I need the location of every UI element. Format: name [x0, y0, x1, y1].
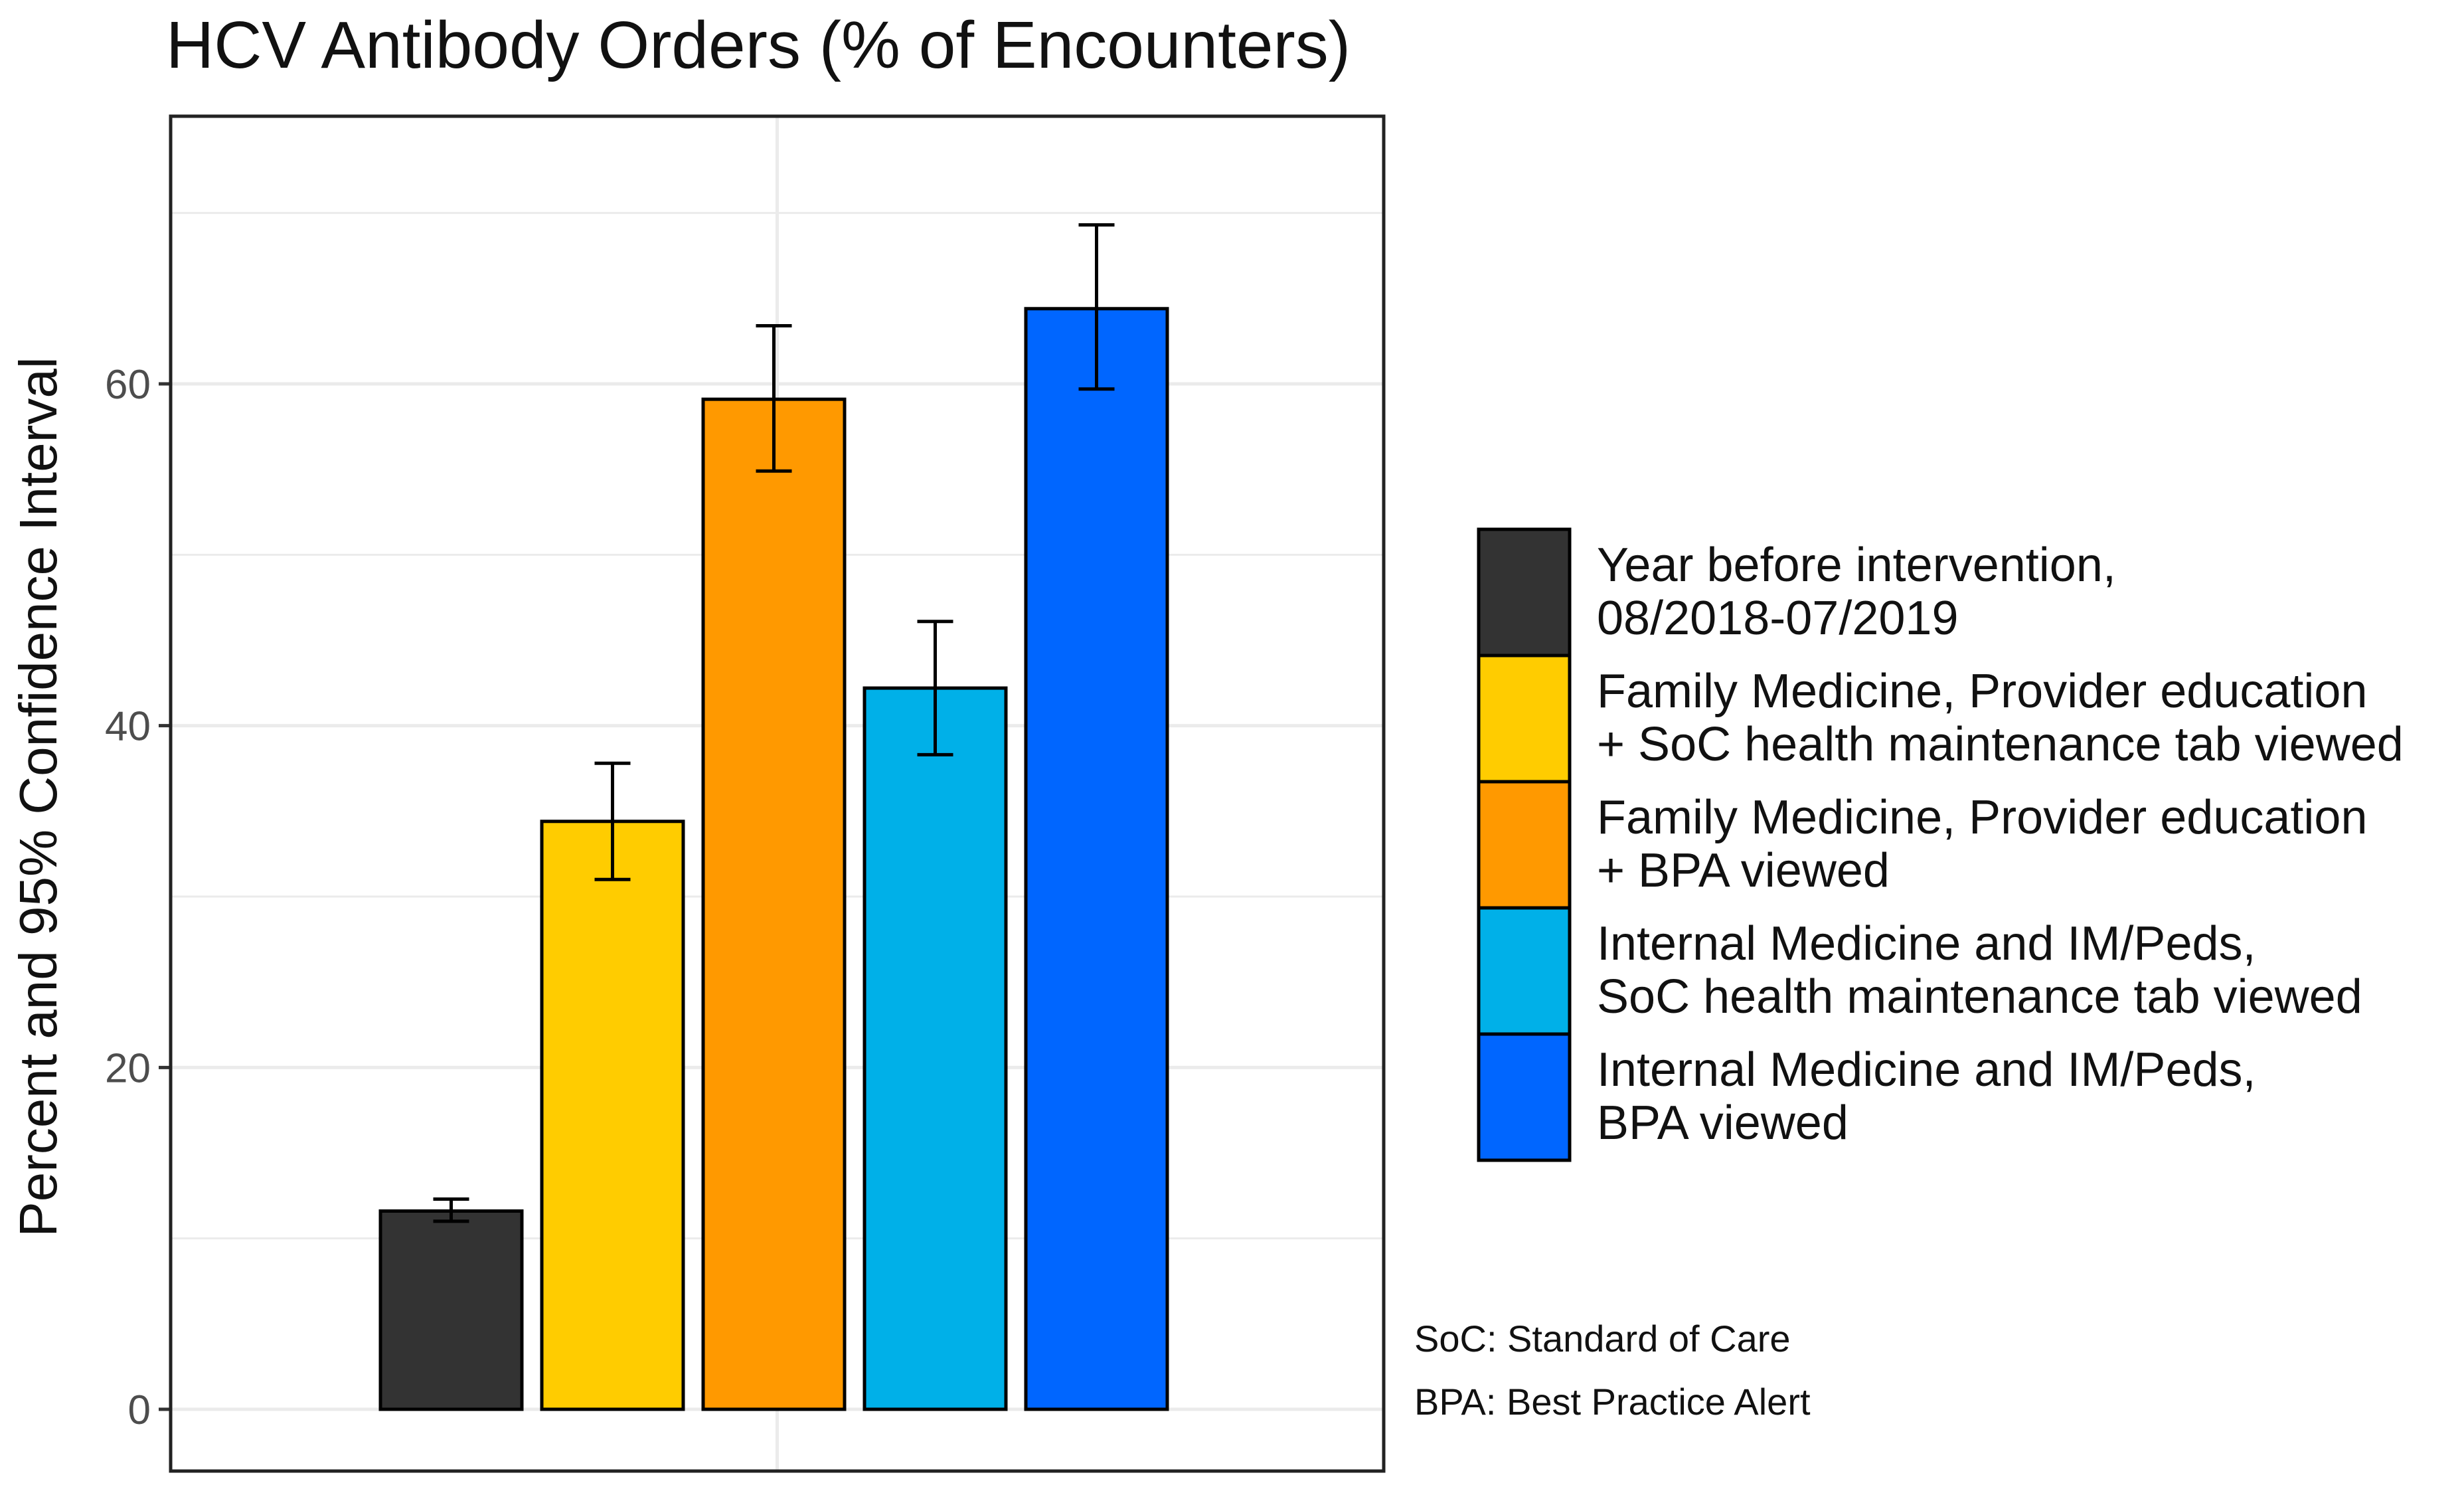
error-bar-1: [433, 1197, 469, 1223]
error-bar-4: [917, 620, 953, 756]
error-bar-5: [1078, 223, 1115, 391]
legend-label-2: Family Medicine, Provider education: [1597, 665, 2368, 718]
legend-label-3: + BPA viewed: [1597, 844, 1890, 897]
legend-key-2: [1477, 654, 1572, 784]
legend-label-1: 08/2018-07/2019: [1597, 592, 1959, 645]
y-axis-label: Percent and 95% Confidence Interval: [9, 357, 68, 1237]
annotations: SoC: Standard of Care BPA: Best Practice…: [1414, 1318, 1811, 1423]
legend: Year before intervention, 08/2018-07/201…: [1477, 527, 2404, 1162]
legend-label-2: + SoC health maintenance tab viewed: [1597, 718, 2404, 771]
bar-1: [378, 1209, 524, 1411]
y-tick-label: 0: [128, 1387, 151, 1433]
legend-label-4: SoC health maintenance tab viewed: [1597, 970, 2362, 1023]
legend-label-5: BPA viewed: [1597, 1096, 1848, 1150]
y-axis-ticks: 0 20 40 60: [105, 362, 171, 1433]
y-tick-label: 60: [105, 362, 151, 408]
bar-4: [862, 686, 1008, 1411]
legend-key-5: [1477, 1032, 1572, 1162]
bars: [378, 307, 1169, 1411]
y-tick-label: 20: [105, 1045, 151, 1091]
error-bar-2: [594, 761, 631, 881]
legend-key-3: [1477, 780, 1572, 910]
y-tick-label: 40: [105, 704, 151, 750]
bar-5: [1024, 307, 1169, 1411]
plot-panel: 0 20 40 60: [105, 114, 1386, 1473]
bar-3: [701, 397, 847, 1411]
legend-label-1: Year before intervention,: [1597, 539, 2116, 592]
legend-key-4: [1477, 906, 1572, 1036]
annotation-soc: SoC: Standard of Care: [1414, 1318, 1791, 1359]
legend-label-4: Internal Medicine and IM/Peds,: [1597, 917, 2256, 970]
legend-key-1: [1477, 527, 1572, 657]
legend-label-5: Internal Medicine and IM/Peds,: [1597, 1043, 2256, 1096]
bar-2: [540, 820, 685, 1411]
chart-title: HCV Antibody Orders (% of Encounters): [166, 8, 1351, 82]
error-bars: [433, 223, 1115, 1223]
plot-border: [169, 114, 1386, 1473]
annotation-bpa: BPA: Best Practice Alert: [1414, 1381, 1811, 1423]
legend-label-3: Family Medicine, Provider education: [1597, 791, 2368, 844]
error-bar-3: [756, 324, 792, 473]
